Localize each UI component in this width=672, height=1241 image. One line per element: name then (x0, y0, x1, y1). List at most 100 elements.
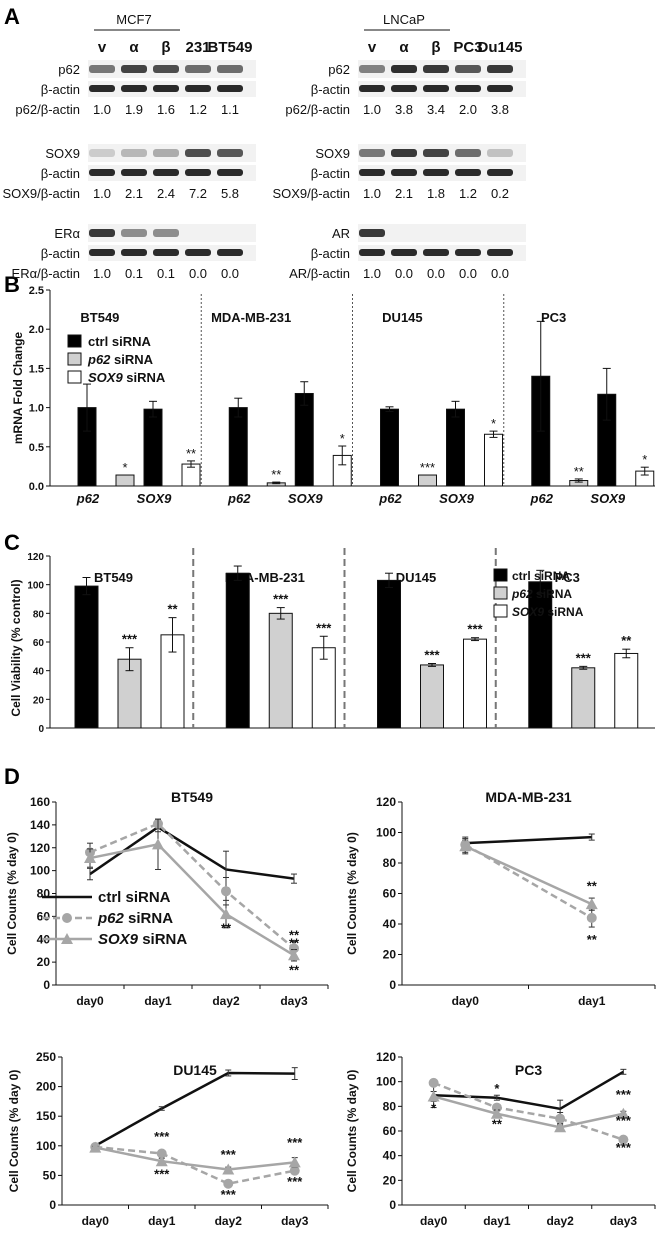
point-p62 (618, 1134, 629, 1145)
group-title: DU145 (382, 310, 422, 325)
group-title: PC3 (555, 570, 580, 585)
x-tick-label: day0 (452, 994, 480, 1008)
significance-label: ** (289, 963, 300, 978)
point-p62 (289, 943, 299, 954)
actin-band (455, 85, 481, 92)
point-sox9 (585, 898, 598, 910)
legend-name: SOX9 (98, 931, 139, 948)
ratio-value: 1.0 (363, 266, 381, 281)
legend-label: p62 siRNA (97, 910, 173, 927)
y-tick-label: 40 (33, 667, 45, 678)
actin-band (89, 169, 115, 176)
significance-label: *** (467, 622, 483, 637)
series-line-sox9 (433, 1095, 624, 1129)
ratio-value: 0.1 (125, 266, 143, 281)
panel-letter-a: A (4, 4, 20, 29)
y-tick-label: 2.0 (29, 324, 44, 336)
y-tick-label: 120 (376, 1050, 396, 1064)
actin-band (121, 85, 147, 92)
actin-band (391, 85, 417, 92)
legend-suffix: siRNA (138, 931, 187, 948)
line-chart-du145: DU145 Cell Counts (% day 0) 0 50 100 150 200 25… (7, 1050, 329, 1228)
series-line-p62 (95, 1145, 295, 1185)
blot-loading-label: β-actin (41, 246, 80, 261)
significance-label: *** (154, 1166, 170, 1181)
actin-band (359, 249, 385, 256)
point-sox9 (288, 949, 300, 961)
point-sox9 (152, 838, 164, 850)
legend-label: ctrl siRNA (512, 569, 570, 583)
series-line-ctrl (94, 1071, 295, 1147)
target-band (89, 65, 115, 73)
group-label: LNCaP (383, 12, 425, 27)
bar-sox9 (463, 638, 487, 729)
point-sox9 (554, 1121, 567, 1133)
significance-label: *** (420, 460, 435, 475)
gene-label: SOX9 (137, 491, 172, 506)
point-sox9 (617, 1107, 630, 1119)
y-tick-label: 2.5 (29, 285, 44, 297)
gene-label: p62 (378, 491, 402, 506)
y-tick-label: 200 (36, 1080, 56, 1094)
y-tick-label: 20 (383, 1173, 397, 1187)
lane-label: v (368, 39, 377, 56)
blot-protein-label: SOX9 (315, 146, 350, 161)
significance-label: *** (287, 1174, 303, 1189)
actin-band (423, 85, 449, 92)
target-band (153, 149, 179, 157)
target-band (487, 149, 513, 157)
y-tick-label: 80 (383, 856, 397, 870)
ratio-label: ERα/β-actin (12, 266, 80, 281)
ratio-value: 0.0 (395, 266, 413, 281)
gene-label: p62 (227, 491, 251, 506)
point-sox9 (427, 1090, 440, 1102)
ratio-value: 7.2 (189, 186, 207, 201)
bar-ctrl (446, 408, 465, 487)
panel-letter-d: D (4, 764, 20, 789)
point-p62 (156, 1148, 167, 1159)
bar-p62 (571, 667, 596, 729)
chart-title: BT549 (171, 789, 213, 805)
ratio-value: 0.1 (157, 266, 175, 281)
actin-band (121, 169, 147, 176)
ratio-value: 1.1 (221, 102, 239, 117)
actin-band (391, 249, 417, 256)
group-label: MCF7 (116, 12, 151, 27)
group-title: BT549 (94, 570, 133, 585)
x-tick-label: day3 (280, 994, 308, 1008)
significance-label: *** (424, 648, 440, 663)
legend-marker (61, 933, 73, 944)
significance-label: ** (186, 446, 196, 461)
x-tick-label: day0 (420, 1214, 448, 1228)
actin-band (423, 169, 449, 176)
y-tick-label: 140 (30, 818, 50, 832)
legend-swatch (67, 352, 82, 366)
y-tick-label: 60 (383, 887, 397, 901)
target-band (121, 65, 147, 73)
legend-name: p62 (511, 587, 533, 601)
blot-loading-label: β-actin (311, 246, 350, 261)
blot-protein-label: p62 (58, 62, 80, 77)
y-tick-label: 80 (33, 609, 45, 620)
chart-title: DU145 (173, 1062, 217, 1078)
lane-label: v (98, 39, 107, 56)
y-tick-label: 120 (30, 841, 50, 855)
point-p62 (221, 886, 231, 897)
actin-band (185, 249, 211, 256)
y-tick-label: 1.0 (29, 403, 44, 415)
blot-membrane (358, 224, 526, 242)
panel-b-mrna-chart: mRNA Fold Change 0.0 0.5 1.0 1.5 2.0 2.5 BT549 *… (11, 285, 655, 506)
legend-label: SOX9 siRNA (88, 370, 166, 385)
x-tick-label: day3 (281, 1214, 309, 1228)
ratio-value: 1.2 (189, 102, 207, 117)
ratio-value: 0.2 (491, 186, 509, 201)
significance-label: * (431, 1101, 437, 1116)
bar-ctrl (143, 408, 163, 487)
ratio-label: SOX9/β-actin (272, 186, 350, 201)
y-tick-label: 20 (33, 695, 45, 706)
gene-label: p62 (76, 491, 100, 506)
target-band (455, 65, 481, 73)
blot-protein-label: ERα (54, 226, 80, 241)
blot-loading-label: β-actin (311, 166, 350, 181)
actin-band (359, 169, 385, 176)
